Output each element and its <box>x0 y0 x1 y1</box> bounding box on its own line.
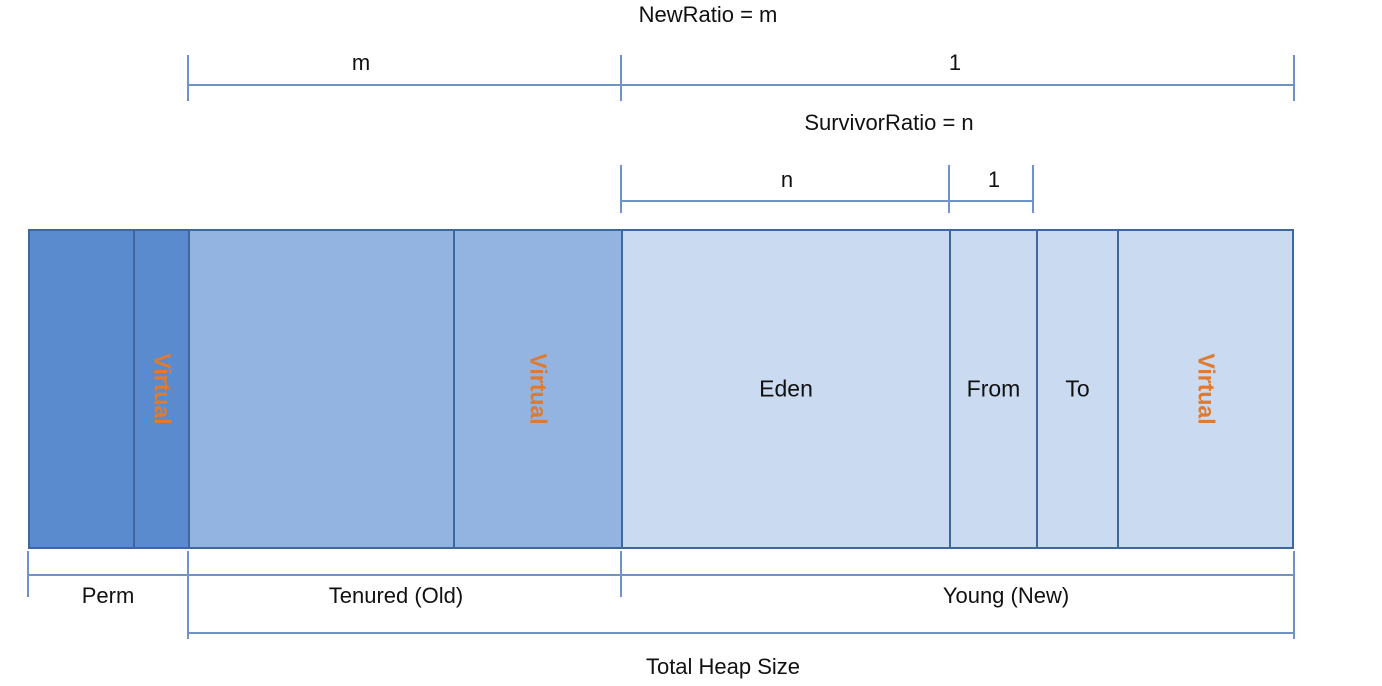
perm-generation-label: Perm <box>81 583 135 608</box>
total-heap-size-label: Total Heap Size <box>645 654 801 679</box>
to-label: To <box>1065 375 1090 402</box>
survivor-ratio-n-label: n <box>780 167 794 192</box>
to-survivor-block: To <box>1036 229 1119 549</box>
perm-virtual-block: Virtual <box>133 229 190 549</box>
new-ratio-title: NewRatio = m <box>638 2 778 27</box>
tenured-generation-label: Tenured (Old) <box>328 583 464 608</box>
from-survivor-block: From <box>949 229 1038 549</box>
perm-virtual-label: Virtual <box>149 353 175 425</box>
survivor-ratio-one-label: 1 <box>987 167 1001 192</box>
eden-block: Eden <box>621 229 951 549</box>
young-virtual-block: Virtual <box>1117 229 1294 549</box>
from-label: From <box>966 375 1021 402</box>
tenured-virtual-block: Virtual <box>453 229 623 549</box>
new-ratio-m-label: m <box>351 50 371 75</box>
young-generation-label: Young (New) <box>942 583 1070 608</box>
eden-label: Eden <box>759 375 813 402</box>
young-virtual-label: Virtual <box>1193 353 1219 425</box>
tenured-block <box>188 229 455 549</box>
survivor-ratio-title: SurvivorRatio = n <box>804 110 974 135</box>
new-ratio-one-label: 1 <box>948 50 962 75</box>
perm-block <box>28 229 135 549</box>
tenured-virtual-label: Virtual <box>525 353 552 425</box>
